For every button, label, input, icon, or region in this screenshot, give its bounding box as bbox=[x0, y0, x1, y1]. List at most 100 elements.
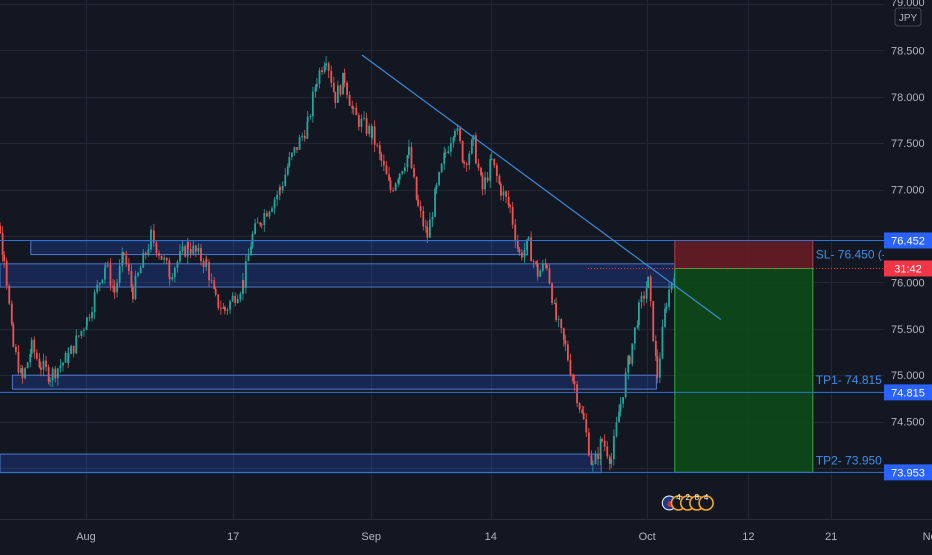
candle-body bbox=[646, 288, 648, 299]
candle-body bbox=[128, 264, 130, 271]
candle-body bbox=[380, 154, 382, 161]
candle-body bbox=[625, 373, 627, 398]
stop-loss-zone[interactable] bbox=[675, 240, 813, 268]
support-resistance-zone[interactable] bbox=[0, 454, 601, 473]
candle-body bbox=[647, 277, 649, 289]
candle-body bbox=[54, 369, 56, 379]
candle-body bbox=[662, 327, 664, 359]
candle-body bbox=[31, 340, 33, 354]
candle-body bbox=[386, 165, 388, 174]
candle-body bbox=[390, 180, 392, 190]
candle-body bbox=[429, 220, 431, 238]
time-tick-label: 12 bbox=[742, 531, 754, 543]
candle-body bbox=[73, 346, 75, 353]
candle-body bbox=[282, 186, 284, 190]
candle-body bbox=[622, 397, 624, 404]
currency-badge[interactable]: JPY bbox=[895, 8, 921, 26]
candle-body bbox=[242, 280, 244, 288]
candle-body bbox=[422, 211, 424, 226]
candle-body bbox=[574, 381, 576, 384]
candle-body bbox=[3, 255, 5, 261]
candle-body bbox=[291, 153, 293, 157]
candle-body bbox=[266, 213, 268, 217]
candle-body bbox=[539, 271, 541, 277]
candle-body bbox=[664, 309, 666, 327]
candle-body bbox=[399, 174, 401, 180]
candle-body bbox=[613, 436, 615, 459]
candle-body bbox=[417, 200, 419, 206]
candle-body bbox=[620, 404, 622, 412]
candle-body bbox=[284, 175, 286, 186]
support-resistance-zone[interactable] bbox=[0, 264, 675, 287]
candle-body bbox=[518, 249, 520, 253]
time-tick-label: 17 bbox=[227, 531, 239, 543]
candle-body bbox=[366, 118, 368, 134]
candle-body bbox=[166, 258, 168, 261]
candle-body bbox=[570, 360, 572, 375]
candle-body bbox=[177, 262, 179, 268]
candle-body bbox=[29, 354, 31, 362]
candle-body bbox=[656, 356, 658, 378]
candle-body bbox=[526, 240, 528, 250]
candle-body bbox=[294, 147, 296, 153]
candle-body bbox=[328, 63, 330, 71]
candle-body bbox=[6, 261, 8, 286]
candle-body bbox=[142, 253, 144, 268]
candle-body bbox=[206, 259, 208, 262]
price-tick-label: 75.500 bbox=[891, 324, 925, 336]
candle-body bbox=[18, 352, 20, 373]
candle-body bbox=[192, 246, 194, 254]
candle-body bbox=[125, 256, 127, 264]
candle-body bbox=[70, 346, 72, 354]
candle-body bbox=[597, 454, 599, 459]
candle-body bbox=[234, 296, 236, 303]
candle-body bbox=[48, 367, 50, 382]
candle-body bbox=[491, 159, 493, 160]
candle-body bbox=[659, 358, 661, 377]
candle-body bbox=[631, 343, 633, 363]
take-profit-zone[interactable] bbox=[675, 268, 813, 472]
time-tick-label: 21 bbox=[825, 531, 837, 543]
candle-body bbox=[158, 253, 160, 255]
candle-body bbox=[116, 283, 118, 293]
candle-body bbox=[583, 413, 585, 419]
support-resistance-zone[interactable] bbox=[31, 241, 528, 255]
candle-body bbox=[606, 447, 608, 457]
candle-body bbox=[579, 403, 581, 409]
candle-body bbox=[595, 454, 597, 464]
candle-body bbox=[549, 268, 551, 283]
candle-body bbox=[150, 230, 152, 231]
candle-body bbox=[315, 87, 317, 92]
candle-body bbox=[436, 185, 438, 189]
candle-body bbox=[232, 296, 234, 301]
candle-body bbox=[145, 253, 147, 255]
candle-body bbox=[137, 273, 139, 276]
candle-body bbox=[564, 340, 566, 344]
candle-body bbox=[198, 248, 200, 252]
candle-body bbox=[517, 241, 519, 249]
candle-body bbox=[227, 310, 229, 311]
candle-body bbox=[182, 246, 184, 251]
candle-body bbox=[132, 287, 134, 299]
candle-body bbox=[184, 246, 186, 256]
candle-body bbox=[245, 261, 247, 288]
candle-body bbox=[39, 359, 41, 368]
candle-body bbox=[392, 190, 394, 191]
support-resistance-zone[interactable] bbox=[12, 375, 656, 389]
candle-body bbox=[83, 330, 85, 331]
candle-body bbox=[287, 166, 289, 174]
candle-body bbox=[104, 265, 106, 268]
price-axis[interactable] bbox=[884, 0, 932, 520]
candle-body bbox=[101, 280, 103, 283]
candle-body bbox=[33, 340, 35, 353]
short-position-tool[interactable] bbox=[675, 240, 813, 472]
candle-body bbox=[493, 159, 495, 165]
candle-body bbox=[637, 325, 639, 327]
candle-body bbox=[99, 283, 101, 285]
candle-body bbox=[558, 319, 560, 320]
candle-body bbox=[376, 145, 378, 146]
candle-body bbox=[463, 162, 465, 163]
